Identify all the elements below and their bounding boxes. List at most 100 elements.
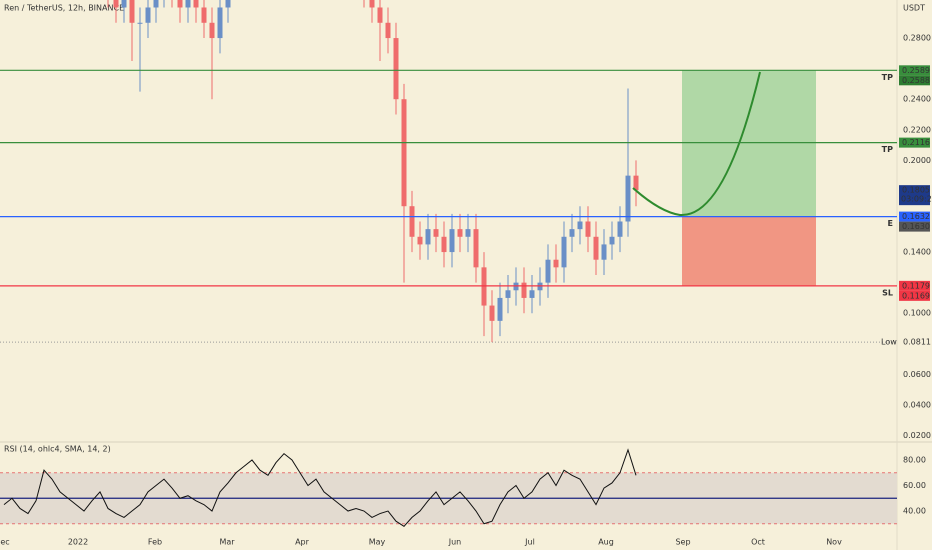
chart-title: Ren / TetherUS, 12h, BINANCE <box>4 4 124 13</box>
candle-body <box>145 7 151 23</box>
x-tick-label: Oct <box>751 538 765 547</box>
candle-body <box>489 305 495 321</box>
candle-body <box>537 282 543 291</box>
level-box <box>899 137 930 148</box>
y-tick-label: 0.1400 <box>903 248 931 257</box>
candle-body <box>529 290 535 298</box>
candle-body <box>449 229 455 253</box>
candle-body <box>385 22 391 39</box>
candle-body <box>505 290 511 298</box>
level-value: 0.1179 <box>902 281 930 290</box>
candle-body <box>129 0 135 23</box>
candle-body <box>569 229 575 237</box>
current-price: 0.1805 <box>902 186 930 195</box>
x-tick-label: Aug <box>598 538 614 547</box>
x-tick-label: Jul <box>524 538 535 547</box>
y-tick-label: 0.2400 <box>903 95 931 104</box>
price-pane <box>0 0 897 343</box>
countdown: 03:09:25 <box>901 195 932 204</box>
candle-body <box>497 297 503 321</box>
candle-body <box>433 229 439 237</box>
candle-body <box>201 7 207 23</box>
candle-body <box>217 7 223 39</box>
candle-body <box>409 206 415 237</box>
candle-body <box>369 0 375 8</box>
candle-body <box>633 175 639 191</box>
candle-body <box>553 259 559 268</box>
y-tick-label: 0.0600 <box>903 370 931 379</box>
price-box <box>899 185 930 206</box>
candle-body <box>513 282 519 291</box>
rsi-pane <box>0 448 897 527</box>
low-text: Low <box>881 338 897 347</box>
level-value: 0.1632 <box>902 212 930 221</box>
projection <box>632 71 761 217</box>
candle-body <box>473 229 479 268</box>
candle-body <box>545 259 551 283</box>
y-tick-label: 0.1000 <box>903 309 931 318</box>
candle-body <box>441 236 447 253</box>
y-tick-label: 0.0200 <box>903 431 931 440</box>
level-value-2: 0.1630 <box>902 222 930 231</box>
candle-body <box>177 0 183 8</box>
candle-body <box>121 0 127 8</box>
candle-body <box>113 0 119 8</box>
candle-body <box>481 267 487 306</box>
rsi-line <box>3 448 637 527</box>
candle-body <box>193 0 199 8</box>
x-tick-label: ec <box>0 538 9 547</box>
axis: 0.2800 0.2400 0.2200 0.2000 0.1400 0.1000 0.06… <box>0 34 932 547</box>
rsi-tick-label: 80.00 <box>903 456 926 465</box>
rsi-label: RSI (14, ohlc4, SMA, 14, 2) <box>4 445 111 454</box>
candle-body <box>137 22 143 24</box>
level-box <box>899 280 930 291</box>
x-tick-label: Apr <box>295 538 310 547</box>
level-value-2: 0.1169 <box>902 291 930 300</box>
level-name: TP <box>882 145 893 154</box>
level-name: SL <box>882 288 893 297</box>
candle-body <box>377 7 383 23</box>
candle-body <box>601 244 607 260</box>
x-tick-label: 2022 <box>68 538 88 547</box>
level-box-2 <box>899 221 930 232</box>
currency: USDT <box>903 4 925 13</box>
y-tick-label: 0.0400 <box>903 400 931 409</box>
candle-body <box>593 236 599 260</box>
candle-body <box>465 229 471 237</box>
y-tick-label: 0.2000 <box>903 156 931 165</box>
x-tick-label: Mar <box>219 538 235 547</box>
candle-body <box>577 221 583 230</box>
candle-body <box>225 0 231 8</box>
y-tick-label: 0.2800 <box>903 34 931 43</box>
x-tick-label: Sep <box>675 538 690 547</box>
candle-body <box>417 236 423 245</box>
rsi-tick-label: 40.00 <box>903 507 926 516</box>
rsi-tick-label: 60.00 <box>903 481 926 490</box>
x-tick-label: Nov <box>826 538 842 547</box>
level-box-2 <box>899 75 930 86</box>
candle-body <box>425 229 431 245</box>
candle-body <box>617 221 623 237</box>
level-value: 0.2116 <box>902 138 930 147</box>
level-box <box>899 211 930 222</box>
y-tick-label: 0.2200 <box>903 125 931 134</box>
candle-body <box>153 0 159 8</box>
level-name: TP <box>882 73 893 82</box>
candle-body <box>609 236 615 245</box>
x-tick-label: Jun <box>448 538 462 547</box>
low-value: 0.0811 <box>903 338 931 347</box>
level-value-2: 0.2588 <box>902 76 930 85</box>
candle-body <box>585 221 591 237</box>
level-box <box>899 65 930 76</box>
candle-body <box>561 236 567 268</box>
candle-body <box>521 282 527 298</box>
level-box-2 <box>899 290 930 301</box>
level-name: E <box>888 219 893 228</box>
loss-zone <box>682 216 816 286</box>
candle-body <box>185 0 191 8</box>
candle-body <box>625 175 631 222</box>
profit-zone <box>682 70 816 217</box>
candle-body <box>401 99 407 207</box>
